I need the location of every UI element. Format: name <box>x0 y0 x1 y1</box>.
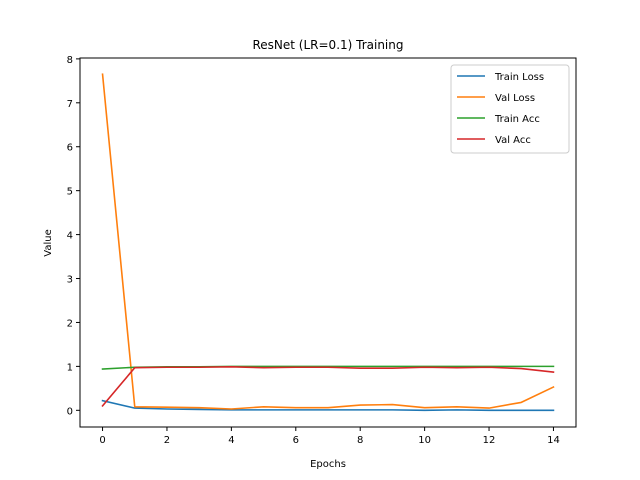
series-line-2 <box>101 73 555 410</box>
y-tick-label: 4 <box>67 231 73 242</box>
y-tick-label: 0 <box>67 406 73 417</box>
series-line-4 <box>101 366 555 408</box>
y-tick-label: 7 <box>67 99 73 110</box>
x-tick-label: 2 <box>164 435 170 446</box>
x-tick-label: 14 <box>547 435 560 446</box>
legend-entry: Train Acc <box>494 114 540 125</box>
y-axis: 0 1 2 3 4 5 6 7 8 <box>67 55 80 417</box>
x-axis: 0 2 4 6 8 10 12 14 <box>99 427 560 446</box>
y-tick-label: 1 <box>67 362 73 373</box>
x-tick-label: 4 <box>228 435 234 446</box>
x-tick-label: 6 <box>293 435 299 446</box>
x-tick-label: 8 <box>357 435 363 446</box>
legend-entry: Train Loss <box>494 72 544 83</box>
series-line-1 <box>101 399 555 412</box>
legend-entry: Val Acc <box>495 135 531 146</box>
x-axis-label: Epochs <box>310 459 346 470</box>
chart-title: ResNet (LR=0.1) Training <box>252 38 403 52</box>
plot-area <box>101 73 555 412</box>
y-tick-label: 2 <box>67 318 73 329</box>
legend-entry: Val Loss <box>495 93 535 104</box>
y-tick-label: 8 <box>67 55 73 66</box>
y-tick-label: 5 <box>67 187 73 198</box>
y-axis-label: Value <box>43 229 54 256</box>
x-tick-label: 0 <box>99 435 105 446</box>
plot-frame <box>79 57 577 428</box>
x-tick-label: 12 <box>483 435 496 446</box>
y-tick-label: 6 <box>67 143 73 154</box>
y-tick-label: 3 <box>67 275 73 286</box>
x-tick-label: 10 <box>418 435 431 446</box>
legend-box <box>450 64 570 154</box>
legend: Train Loss Val Loss Train Acc Val Acc <box>450 64 570 154</box>
